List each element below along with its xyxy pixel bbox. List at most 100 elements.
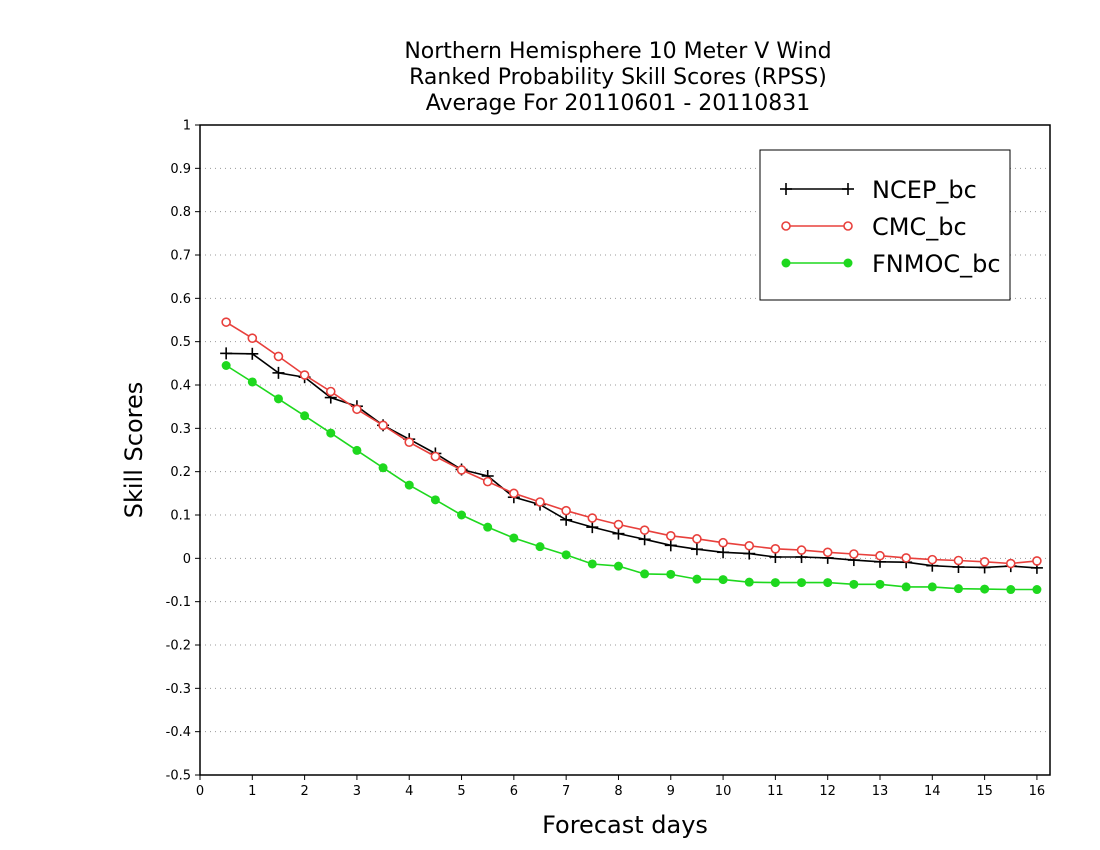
x-tick-label: 15 (976, 784, 993, 799)
y-tick-label: 0.4 (170, 379, 191, 394)
x-tick-label: 13 (872, 784, 889, 799)
data-point-cmc-bc (299, 370, 310, 380)
data-point-cmc-bc (587, 513, 598, 523)
series-layer (220, 317, 1043, 595)
y-tick-label: -0.5 (166, 769, 191, 784)
x-tick-label: 5 (457, 784, 465, 799)
chart-title-line-1: Northern Hemisphere 10 Meter V Wind (404, 39, 831, 64)
x-tick-label: 16 (1029, 784, 1046, 799)
data-point-cmc-bc (247, 333, 258, 344)
data-point-fnmoc-bc (404, 480, 414, 490)
x-tick-label: 1 (248, 784, 256, 799)
data-point-ncep-bc (638, 533, 651, 546)
data-point-fnmoc-bc (561, 550, 571, 560)
legend-marker-ncep-bc (842, 183, 854, 195)
data-point-fnmoc-bc (430, 495, 440, 505)
data-point-fnmoc-bc (770, 578, 780, 588)
legend-marker-cmc-bc (781, 221, 791, 231)
data-point-cmc-bc (456, 465, 467, 475)
legend-item-cmc-bc: CMC_bc (781, 213, 967, 241)
data-point-ncep-bc (560, 513, 573, 526)
data-point-cmc-bc (535, 497, 545, 507)
data-point-cmc-bc (744, 540, 755, 551)
y-tick-label: 0.7 (170, 249, 191, 264)
legend-marker-ncep-bc (780, 183, 792, 195)
series-line-fnmoc-bc (225, 364, 1037, 591)
data-point-fnmoc-bc (927, 582, 937, 592)
y-tick-label: -0.3 (166, 682, 191, 697)
data-point-fnmoc-bc (587, 559, 597, 569)
x-tick-label: 4 (405, 784, 413, 799)
legend-label-fnmoc-bc: FNMOC_bc (872, 250, 1001, 278)
series-line-cmc-bc (225, 321, 1037, 565)
data-point-fnmoc-bc (352, 445, 362, 455)
legend-item-ncep-bc: NCEP_bc (780, 176, 977, 204)
data-point-fnmoc-bc (718, 575, 728, 585)
data-point-cmc-bc (325, 386, 336, 397)
y-tick-label: 0 (183, 552, 191, 567)
x-tick-label: 6 (510, 784, 518, 799)
plot-frame (199, 124, 1051, 776)
y-tick-label: 0.3 (170, 422, 191, 437)
grid (200, 167, 1050, 733)
data-point-fnmoc-bc (640, 569, 650, 579)
data-point-ncep-bc (612, 527, 625, 540)
data-point-fnmoc-bc (457, 510, 467, 520)
data-point-cmc-bc (692, 534, 702, 544)
y-tick-label: -0.2 (166, 639, 191, 654)
data-point-cmc-bc (273, 351, 284, 362)
legend: NCEP_bc CMC_bc FNMOC_bc (759, 149, 1011, 301)
y-tick-label: 0.8 (170, 205, 191, 220)
data-point-cmc-bc (221, 317, 231, 327)
data-point-ncep-bc (664, 539, 677, 552)
x-tick-label: 11 (767, 784, 784, 799)
series-ncep-bc (220, 347, 1043, 574)
data-point-fnmoc-bc (666, 569, 676, 579)
data-point-ncep-bc (586, 521, 599, 534)
data-point-fnmoc-bc (326, 428, 336, 438)
data-point-cmc-bc (665, 530, 676, 541)
series-cmc-bc (221, 317, 1042, 569)
chart-title-line-3: Average For 20110601 - 20110831 (426, 91, 811, 116)
data-point-fnmoc-bc (1032, 585, 1042, 595)
data-point-cmc-bc (1032, 556, 1042, 566)
data-point-cmc-bc (901, 553, 911, 563)
data-point-ncep-bc (272, 366, 285, 379)
data-point-fnmoc-bc (797, 578, 807, 588)
legend-marker-fnmoc-bc (781, 258, 791, 268)
y-tick-label: 0.2 (170, 465, 191, 480)
data-point-fnmoc-bc (953, 584, 963, 594)
data-point-cmc-bc (849, 549, 859, 559)
x-tick-label: 14 (924, 784, 941, 799)
data-point-cmc-bc (639, 525, 650, 535)
y-tick-label: 0.9 (170, 162, 191, 177)
x-tick-label: 7 (562, 784, 570, 799)
y-tick-label: 1 (183, 119, 191, 134)
data-point-cmc-bc (613, 519, 624, 530)
data-point-cmc-bc (875, 550, 885, 561)
data-point-fnmoc-bc (273, 394, 283, 404)
data-point-cmc-bc (979, 556, 990, 567)
x-tick-label: 0 (196, 784, 204, 799)
data-point-cmc-bc (404, 437, 415, 448)
x-tick-label: 12 (819, 784, 836, 799)
data-point-fnmoc-bc (535, 542, 545, 552)
data-point-ncep-bc (220, 347, 233, 360)
legend-label-cmc-bc: CMC_bc (872, 213, 967, 241)
data-point-fnmoc-bc (875, 579, 885, 589)
data-point-fnmoc-bc (300, 411, 310, 421)
data-point-fnmoc-bc (744, 577, 754, 587)
data-point-cmc-bc (718, 537, 728, 548)
data-point-fnmoc-bc (692, 574, 702, 584)
data-point-cmc-bc (770, 543, 781, 554)
data-point-fnmoc-bc (823, 578, 833, 588)
data-point-cmc-bc (822, 547, 833, 558)
y-tick-label: 0.1 (170, 509, 191, 524)
data-point-cmc-bc (561, 505, 571, 516)
data-point-fnmoc-bc (221, 361, 231, 370)
data-point-cmc-bc (378, 420, 388, 431)
axis-ticks: 1 0.9 0.8 0.7 0.6 0.5 0.4 0.3 0.2 0.1 0 -0.1 -0.2 -0.… (166, 119, 1046, 800)
x-tick-label: 2 (300, 784, 308, 799)
x-tick-label: 10 (715, 784, 732, 799)
